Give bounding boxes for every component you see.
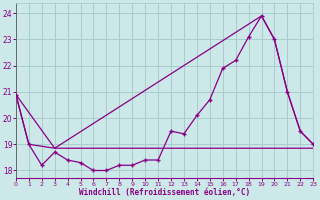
X-axis label: Windchill (Refroidissement éolien,°C): Windchill (Refroidissement éolien,°C)	[79, 188, 250, 197]
